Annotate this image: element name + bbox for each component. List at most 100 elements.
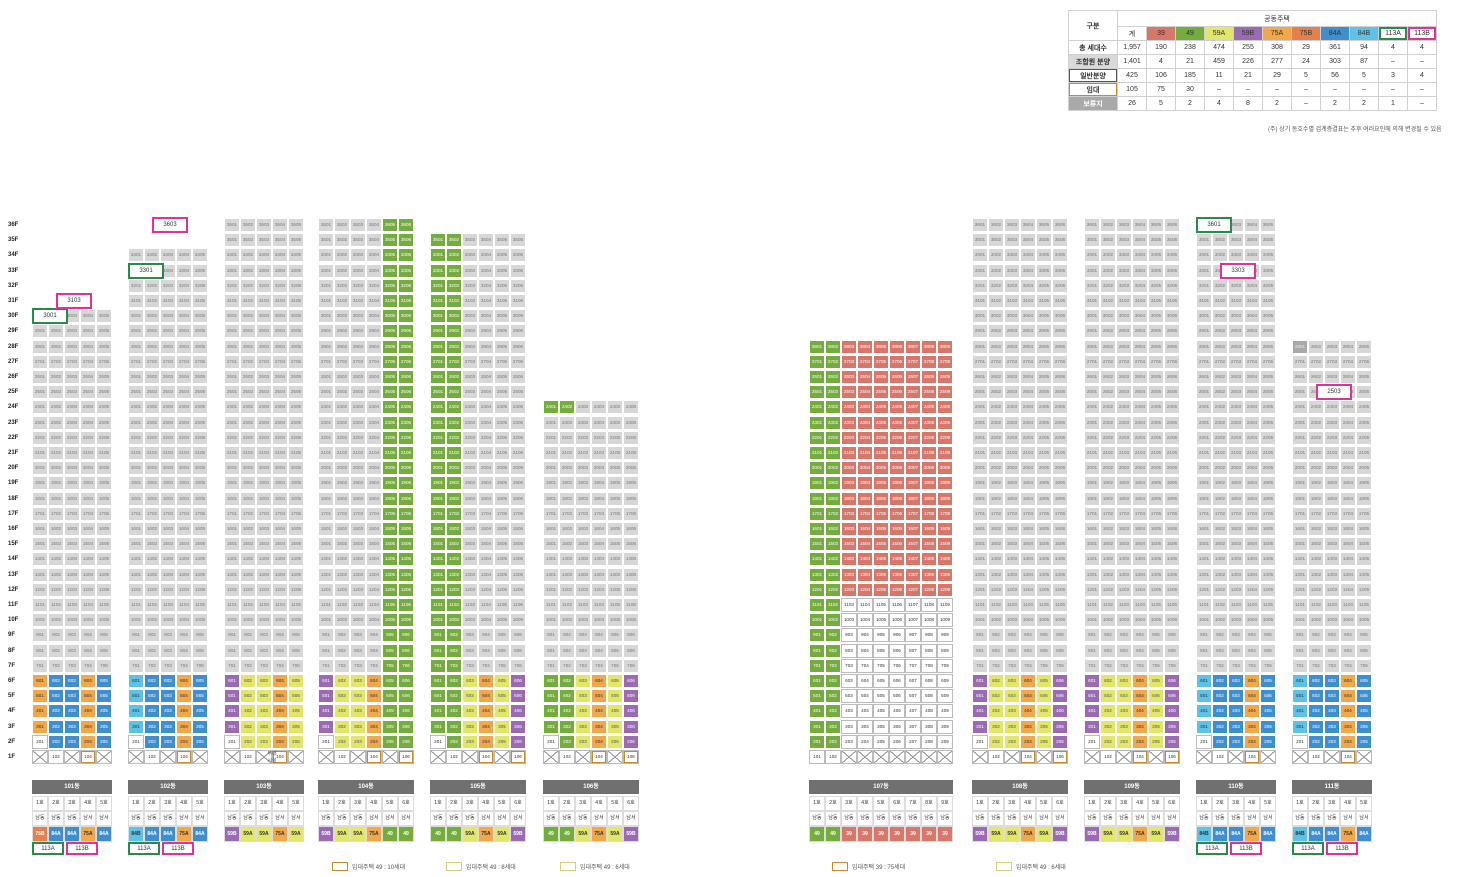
unit-cell[interactable]: 3202 bbox=[334, 278, 350, 293]
unit-cell[interactable]: 1904 bbox=[1132, 476, 1148, 491]
unit-cell[interactable]: 1005 bbox=[382, 613, 398, 628]
unit-cell[interactable]: 205 bbox=[192, 734, 208, 749]
unit-cell[interactable]: 3103 bbox=[256, 294, 272, 308]
unit-cell[interactable]: 2402 bbox=[48, 400, 64, 415]
unit-cell[interactable]: 204 bbox=[591, 734, 607, 749]
unit-cell[interactable]: 2008 bbox=[921, 461, 937, 476]
unit-cell[interactable]: 805 bbox=[494, 643, 510, 658]
unit-cell[interactable]: 1904 bbox=[857, 476, 873, 491]
unit-cell[interactable]: 3102 bbox=[334, 294, 350, 308]
penthouse-unit-3303[interactable]: 3303 bbox=[1220, 262, 1256, 279]
unit-cell[interactable]: 1905 bbox=[288, 476, 304, 491]
unit-cell[interactable]: 1403 bbox=[1116, 552, 1132, 567]
unit-cell[interactable]: 704 bbox=[1132, 658, 1148, 673]
unit-cell[interactable]: 1404 bbox=[591, 552, 607, 567]
unit-cell[interactable]: 1706 bbox=[1164, 506, 1180, 521]
unit-cell[interactable]: 2002 bbox=[1212, 461, 1228, 476]
unit-cell[interactable]: 2503 bbox=[1004, 385, 1020, 400]
unit-cell[interactable]: 3506 bbox=[398, 233, 414, 248]
unit-cell[interactable]: 2502 bbox=[1100, 385, 1116, 400]
unit-cell[interactable]: 1806 bbox=[889, 491, 905, 506]
unit-cell[interactable]: 602 bbox=[988, 674, 1004, 688]
unit-cell[interactable]: 1701 bbox=[543, 506, 559, 521]
unit-cell[interactable]: 2002 bbox=[240, 461, 256, 476]
unit-cell[interactable]: 1204 bbox=[1340, 582, 1356, 597]
unit-cell[interactable]: 2204 bbox=[591, 430, 607, 445]
unit-cell[interactable]: 801 bbox=[543, 643, 559, 658]
unit-cell[interactable]: 3301 bbox=[318, 263, 334, 278]
unit-cell[interactable]: 2005 bbox=[494, 461, 510, 476]
unit-cell[interactable]: 2206 bbox=[623, 430, 639, 445]
unit-cell[interactable]: 1106 bbox=[889, 598, 905, 612]
unit-cell[interactable]: 205 bbox=[873, 734, 889, 749]
unit-cell[interactable]: 1902 bbox=[1212, 476, 1228, 491]
unit-cell[interactable]: 3104 bbox=[1020, 294, 1036, 308]
unit-cell[interactable]: 602 bbox=[48, 674, 64, 688]
unit-cell[interactable]: 2401 bbox=[32, 400, 48, 415]
unit-cell[interactable]: 1302 bbox=[240, 567, 256, 582]
unit-cell[interactable]: 1004 bbox=[1340, 613, 1356, 628]
unit-cell[interactable]: 104 bbox=[1340, 750, 1356, 764]
unit-cell[interactable]: 2603 bbox=[350, 370, 366, 384]
unit-cell[interactable]: 1701 bbox=[1292, 506, 1308, 521]
unit-cell[interactable]: 1205 bbox=[1036, 582, 1052, 597]
unit-cell[interactable]: 2104 bbox=[1020, 446, 1036, 460]
unit-cell[interactable]: 703 bbox=[1228, 658, 1244, 673]
unit-cell[interactable]: 2005 bbox=[96, 461, 112, 476]
unit-cell[interactable]: 2305 bbox=[288, 415, 304, 430]
unit-cell[interactable]: 3402 bbox=[144, 248, 160, 263]
unit-cell[interactable]: 1509 bbox=[937, 537, 953, 552]
unit-cell[interactable]: 2905 bbox=[1036, 324, 1052, 339]
unit-cell[interactable]: 3006 bbox=[510, 309, 526, 324]
unit-cell[interactable]: 2305 bbox=[1148, 415, 1164, 430]
unit-cell[interactable]: 2701 bbox=[1292, 354, 1308, 369]
unit-cell[interactable]: 906 bbox=[1164, 628, 1180, 643]
unit-cell[interactable]: 1905 bbox=[1260, 476, 1276, 491]
unit-cell[interactable]: 202 bbox=[48, 734, 64, 749]
unit-cell[interactable]: 402 bbox=[334, 704, 350, 719]
unit-cell[interactable]: 1101 bbox=[128, 598, 144, 612]
unit-cell[interactable]: 1202 bbox=[144, 582, 160, 597]
unit-cell[interactable]: 3403 bbox=[1228, 248, 1244, 263]
unit-cell[interactable]: 306 bbox=[623, 719, 639, 734]
unit-cell[interactable]: 2006 bbox=[398, 461, 414, 476]
unit-cell[interactable]: 1301 bbox=[1292, 567, 1308, 582]
unit-cell[interactable]: 1406 bbox=[1052, 552, 1068, 567]
unit-cell[interactable]: 2005 bbox=[288, 461, 304, 476]
unit-cell[interactable]: 1506 bbox=[398, 537, 414, 552]
unit-cell[interactable]: 3603 bbox=[350, 218, 366, 232]
unit-cell[interactable]: 1606 bbox=[398, 522, 414, 536]
unit-cell[interactable]: 507 bbox=[905, 689, 921, 704]
unit-cell[interactable]: 402 bbox=[446, 704, 462, 719]
unit-cell[interactable]: 3605 bbox=[1148, 218, 1164, 232]
unit-cell[interactable]: 604 bbox=[1244, 674, 1260, 688]
unit-cell[interactable]: 3202 bbox=[144, 278, 160, 293]
unit-cell[interactable]: 804 bbox=[1132, 643, 1148, 658]
unit-cell[interactable]: 3603 bbox=[1004, 218, 1020, 232]
unit-cell[interactable]: 2705 bbox=[873, 354, 889, 369]
unit-cell[interactable]: 902 bbox=[446, 628, 462, 643]
unit-cell[interactable]: 1001 bbox=[318, 613, 334, 628]
unit-cell[interactable]: 2504 bbox=[478, 385, 494, 400]
unit-cell[interactable]: 3304 bbox=[1132, 263, 1148, 278]
unit-cell[interactable]: 3503 bbox=[350, 233, 366, 248]
unit-cell[interactable]: 2802 bbox=[240, 339, 256, 354]
unit-cell[interactable]: 702 bbox=[48, 658, 64, 673]
unit-cell[interactable]: 1104 bbox=[857, 598, 873, 612]
unit-cell[interactable]: 1601 bbox=[1196, 522, 1212, 536]
unit-cell[interactable]: 1701 bbox=[32, 506, 48, 521]
unit-cell[interactable]: 104 bbox=[1020, 750, 1036, 764]
unit-cell[interactable]: 404 bbox=[366, 704, 382, 719]
unit-cell[interactable]: 3406 bbox=[398, 248, 414, 263]
unit-cell[interactable]: 2102 bbox=[1212, 446, 1228, 460]
unit-cell[interactable]: 2502 bbox=[240, 385, 256, 400]
unit-cell[interactable]: 405 bbox=[1036, 704, 1052, 719]
unit-cell[interactable] bbox=[256, 750, 272, 764]
unit-cell[interactable]: 2606 bbox=[510, 370, 526, 384]
unit-cell[interactable]: 2805 bbox=[1148, 339, 1164, 354]
unit-cell[interactable]: 2901 bbox=[430, 324, 446, 339]
unit-cell[interactable]: 1905 bbox=[494, 476, 510, 491]
unit-cell[interactable]: 806 bbox=[510, 643, 526, 658]
unit-cell[interactable]: 1101 bbox=[1084, 598, 1100, 612]
unit-cell[interactable]: 1602 bbox=[48, 522, 64, 536]
